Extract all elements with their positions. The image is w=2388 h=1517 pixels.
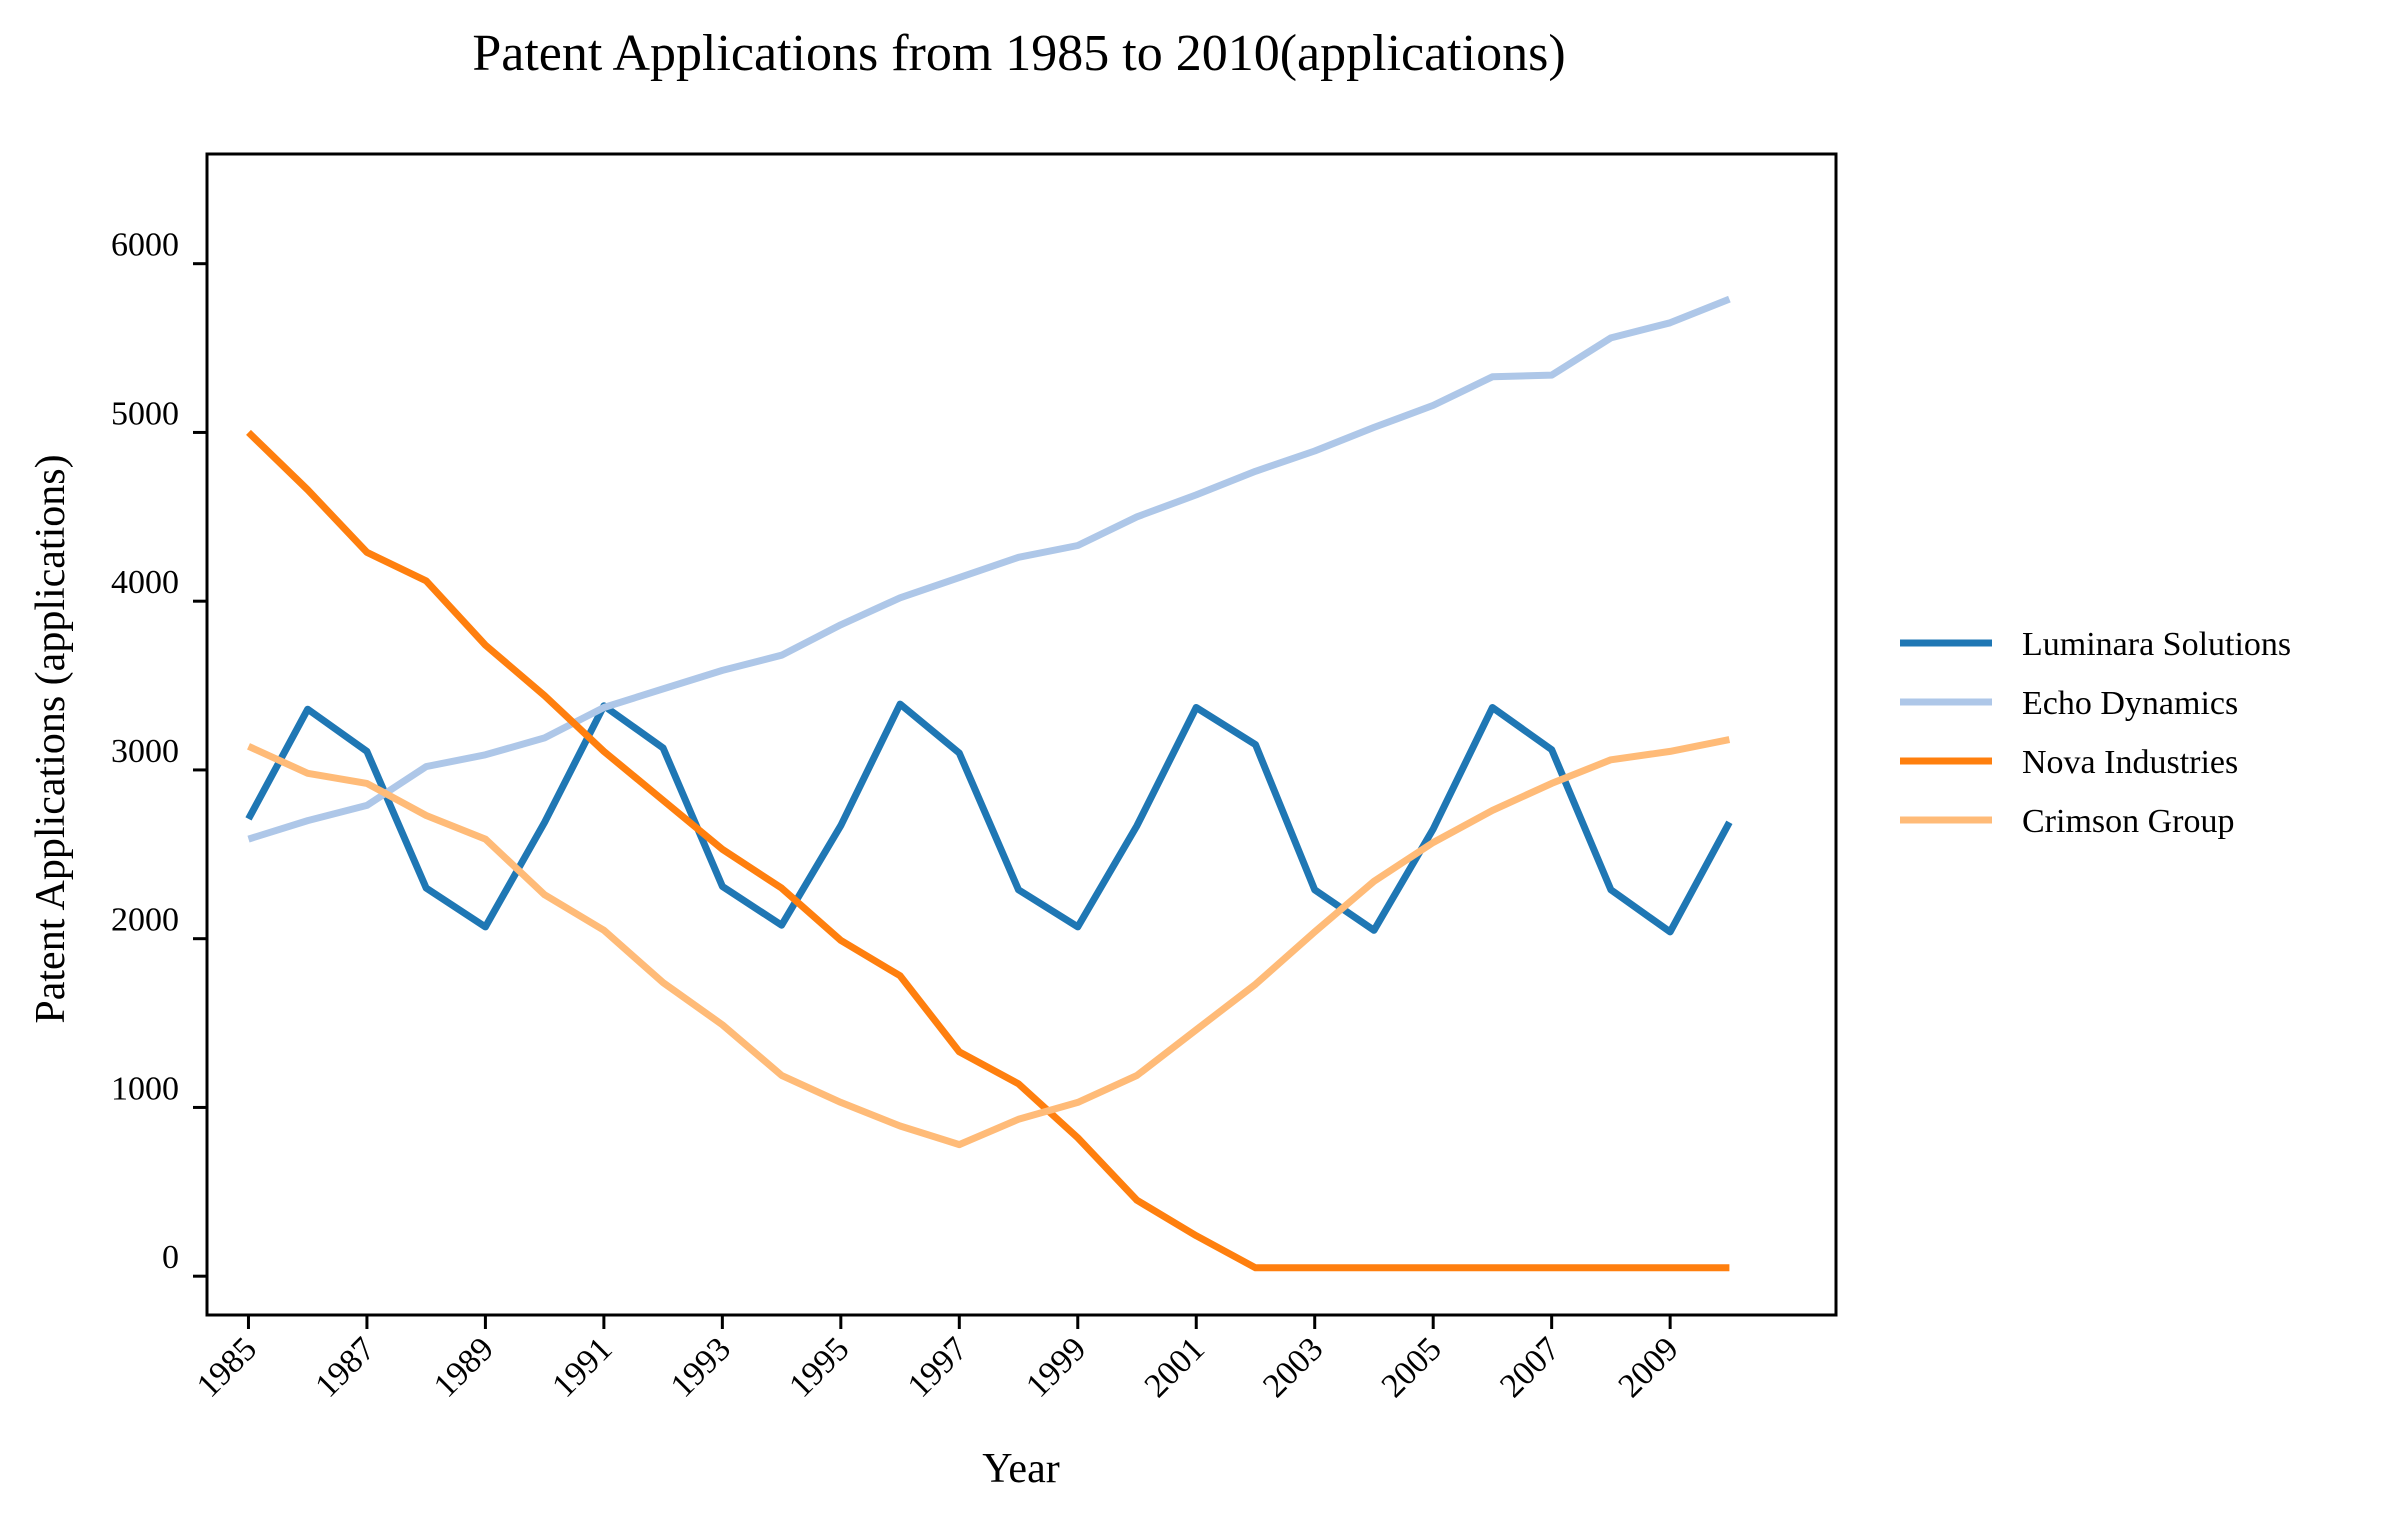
x-tick-label-8: 2001 <box>1138 1330 1212 1404</box>
y-axis-ticks: 0 1000 2000 3000 4000 5000 6000 <box>111 227 207 1278</box>
y-tick-label-2: 2000 <box>111 902 179 939</box>
x-tick-label-6: 1997 <box>901 1330 975 1404</box>
x-tick-label-10: 2005 <box>1375 1330 1449 1404</box>
x-axis-label: Year <box>982 1446 1059 1492</box>
series-line-2 <box>246 429 1730 1272</box>
chart-title: Patent Applications from 1985 to 2010(ap… <box>472 25 1565 82</box>
series-lines <box>245 295 1733 1272</box>
y-tick-label-5: 5000 <box>111 395 179 432</box>
x-tick-label-2: 1989 <box>427 1330 501 1404</box>
legend-label-0: Luminara Solutions <box>2022 626 2291 663</box>
x-tick-label-12: 2009 <box>1612 1330 1686 1404</box>
series-line-0 <box>245 700 1733 936</box>
x-tick-label-1: 1987 <box>308 1330 382 1404</box>
y-tick-label-3: 3000 <box>111 733 179 770</box>
x-tick-label-7: 1999 <box>1019 1330 1093 1404</box>
series-line-1 <box>247 295 1731 843</box>
x-tick-label-4: 1993 <box>664 1330 738 1404</box>
y-tick-label-1: 1000 <box>111 1070 179 1107</box>
series-line-3 <box>247 736 1731 1149</box>
legend-label-2: Nova Industries <box>2022 744 2238 781</box>
x-tick-label-0: 1985 <box>190 1330 264 1404</box>
x-tick-label-9: 2003 <box>1256 1330 1330 1404</box>
legend-label-1: Echo Dynamics <box>2022 685 2238 722</box>
y-tick-label-4: 4000 <box>111 564 179 601</box>
y-tick-label-0: 0 <box>162 1239 179 1276</box>
x-tick-label-11: 2007 <box>1493 1330 1567 1404</box>
x-tick-label-5: 1995 <box>782 1330 856 1404</box>
y-axis-label: Patent Applications (applications) <box>28 454 74 1023</box>
y-tick-label-6: 6000 <box>111 227 179 264</box>
x-axis-ticks: 1985 1987 1989 1991 1993 1995 1997 1999 2001 2003… <box>190 1315 1686 1405</box>
plot-frame <box>205 152 1838 1317</box>
x-tick-label-3: 1991 <box>545 1330 619 1404</box>
legend-label-3: Crimson Group <box>2022 803 2235 840</box>
legend: Luminara Solutions Echo Dynamics Nova Indu… <box>1900 626 2291 840</box>
